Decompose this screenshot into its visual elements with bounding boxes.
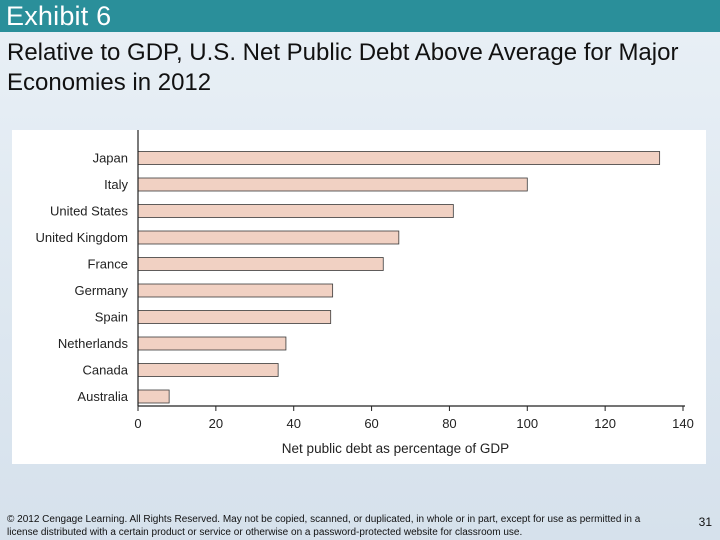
- x-axis-title: Net public debt as percentage of GDP: [282, 441, 509, 456]
- x-tick-label: 80: [442, 416, 456, 431]
- bar-netherlands: [137, 336, 287, 351]
- category-label: Germany: [75, 283, 129, 298]
- bar-australia: [137, 389, 170, 404]
- bar-japan: [137, 151, 661, 165]
- page-title: Exhibit 6: [6, 1, 112, 31]
- category-label: Netherlands: [58, 336, 129, 351]
- category-label: Japan: [93, 151, 128, 166]
- x-tick-label: 60: [364, 416, 378, 431]
- bar-germany: [137, 283, 334, 298]
- bar-france: [137, 257, 384, 271]
- page-number: 31: [698, 515, 712, 529]
- category-label: United Kingdom: [36, 230, 129, 245]
- category-label: France: [88, 257, 128, 272]
- bar-united-states: [137, 204, 454, 218]
- header-bar: [0, 0, 720, 32]
- category-label: Spain: [95, 310, 128, 325]
- category-label: Italy: [104, 177, 128, 192]
- bar-chart: Japan Italy United States United Kingdom Fra…: [36, 130, 694, 456]
- bar-spain: [137, 310, 332, 324]
- x-tick-label: 120: [594, 416, 616, 431]
- bar-united-kingdom: [137, 230, 400, 245]
- x-tick-label: 140: [672, 416, 694, 431]
- x-tick-label: 100: [516, 416, 538, 431]
- bar-italy: [137, 177, 528, 192]
- x-tick-label: 20: [209, 416, 223, 431]
- category-label: Canada: [82, 363, 128, 378]
- slide-subtitle: Relative to GDP, U.S. Net Public Debt Ab…: [7, 39, 679, 96]
- x-tick-label: 0: [134, 416, 141, 431]
- category-label: Australia: [77, 389, 128, 404]
- category-label: United States: [50, 204, 129, 219]
- copyright-notice: © 2012 Cengage Learning. All Rights Rese…: [7, 514, 641, 538]
- bar-canada: [137, 363, 279, 377]
- x-tick-label: 40: [286, 416, 300, 431]
- chart-panel: Japan Italy United States United Kingdom Fra…: [12, 130, 706, 464]
